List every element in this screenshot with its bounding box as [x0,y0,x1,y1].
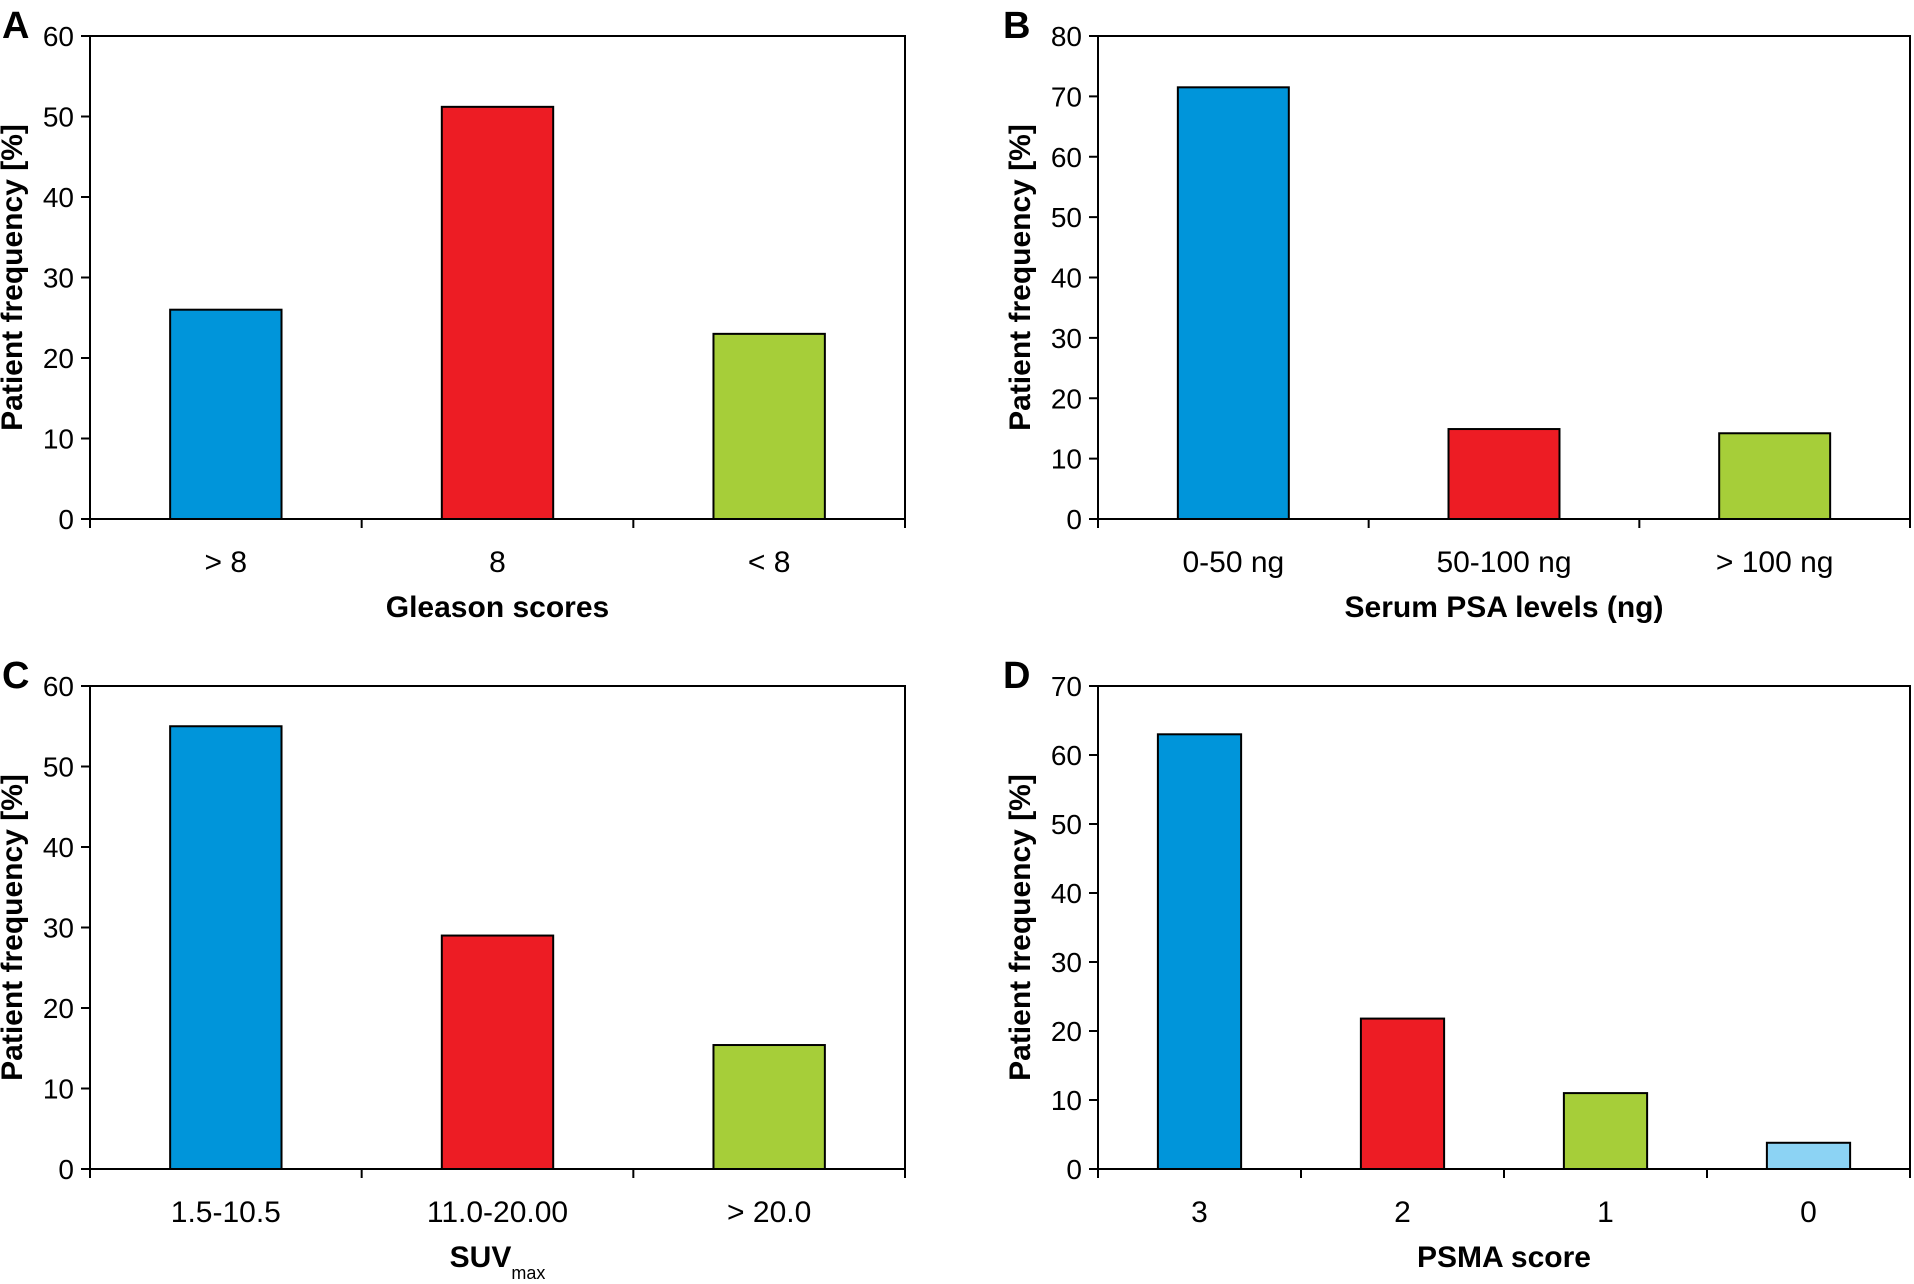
bar [169,308,283,521]
y-tick-label: 30 [1051,947,1082,978]
x-axis-title: SUVmax [450,1241,546,1283]
y-tick-label: 40 [43,832,74,863]
x-axis-title: Gleason scores [386,591,609,624]
y-tick-label: 30 [43,913,74,944]
x-category-label: 50-100 ng [1436,546,1571,579]
bar [712,332,826,520]
x-category-label: > 20.0 [727,1196,811,1229]
x-axis-title: PSMA score [1417,1241,1591,1274]
y-tick-label: 60 [43,671,74,702]
panel-letter: C [2,655,29,697]
y-tick-label: 50 [43,102,74,133]
bar [712,1044,826,1171]
x-category-label: 3 [1191,1196,1208,1229]
y-tick-label: 40 [43,182,74,213]
y-tick-label: 70 [1051,81,1082,112]
y-tick-label: 10 [1051,1085,1082,1116]
x-category-label: < 8 [748,546,791,579]
x-axis-title-main: SUV [450,1241,512,1274]
y-tick-label: 30 [43,263,74,294]
bar [1765,1141,1852,1171]
y-tick-label: 20 [1051,383,1082,414]
y-axis-title: Patient frequency [%] [0,124,29,431]
panel-letter: A [2,5,29,47]
y-tick-label: 0 [1066,504,1082,535]
x-axis-title-main: Gleason scores [386,591,609,624]
x-axis-title: Serum PSA levels (ng) [1345,591,1664,624]
y-tick-label: 70 [1051,671,1082,702]
y-tick-label: 10 [1051,444,1082,475]
bar [169,725,283,1170]
bar [1447,428,1561,521]
y-tick-label: 40 [1051,263,1082,294]
y-tick-label: 10 [43,1074,74,1105]
bar [1156,733,1243,1170]
chart-panel-c: C 0 10 20 30 40 50 60 1.5-10.5 11.0-20.00 > 20.0 SU… [0,655,906,1283]
y-tick-label: 60 [1051,740,1082,771]
y-tick-label: 20 [1051,1016,1082,1047]
y-tick-label: 80 [1051,21,1082,52]
y-tick-label: 0 [1066,1154,1082,1185]
x-category-label: 1 [1597,1196,1614,1229]
chart-panel-a: A 0 10 20 30 40 50 60 > 8 8 < 8 Gleason scores Patie… [0,5,906,624]
y-axis-title: Patient frequency [%] [1004,124,1037,431]
y-tick-label: 30 [1051,323,1082,354]
panel-letter: D [1003,655,1030,697]
x-category-label: 11.0-20.00 [427,1196,568,1229]
y-tick-label: 20 [43,993,74,1024]
bar [440,105,555,520]
bar [1176,86,1290,520]
y-tick-label: 60 [43,21,74,52]
y-tick-label: 0 [58,1154,74,1185]
panel-letter: B [1003,5,1030,47]
y-axis-title: Patient frequency [%] [0,774,29,1081]
bar [1562,1092,1649,1170]
bar [1359,1017,1446,1171]
y-tick-label: 0 [58,504,74,535]
x-axis-title-main: Serum PSA levels (ng) [1345,591,1664,624]
chart-panel-b: B 0 10 20 30 40 50 60 70 80 0-50 ng 50-100 ng > 100 … [1003,5,1911,624]
x-axis-title-main: PSMA score [1417,1241,1591,1274]
bar [440,934,555,1170]
y-axis-title: Patient frequency [%] [1004,774,1037,1081]
y-tick-label: 50 [1051,202,1082,233]
bar [1718,432,1832,520]
x-category-label: > 8 [205,546,248,579]
y-tick-label: 60 [1051,142,1082,173]
x-category-label: 1.5-10.5 [171,1196,281,1229]
x-category-label: 0 [1800,1196,1817,1229]
x-axis-title-subscript: max [511,1263,545,1283]
y-tick-label: 50 [1051,809,1082,840]
x-category-label: 2 [1394,1196,1411,1229]
x-category-label: 0-50 ng [1182,546,1284,579]
x-category-label: 8 [489,546,506,579]
y-tick-label: 50 [43,752,74,783]
y-tick-label: 20 [43,343,74,374]
y-tick-label: 10 [43,424,74,455]
x-category-label: > 100 ng [1716,546,1834,579]
y-tick-label: 40 [1051,878,1082,909]
